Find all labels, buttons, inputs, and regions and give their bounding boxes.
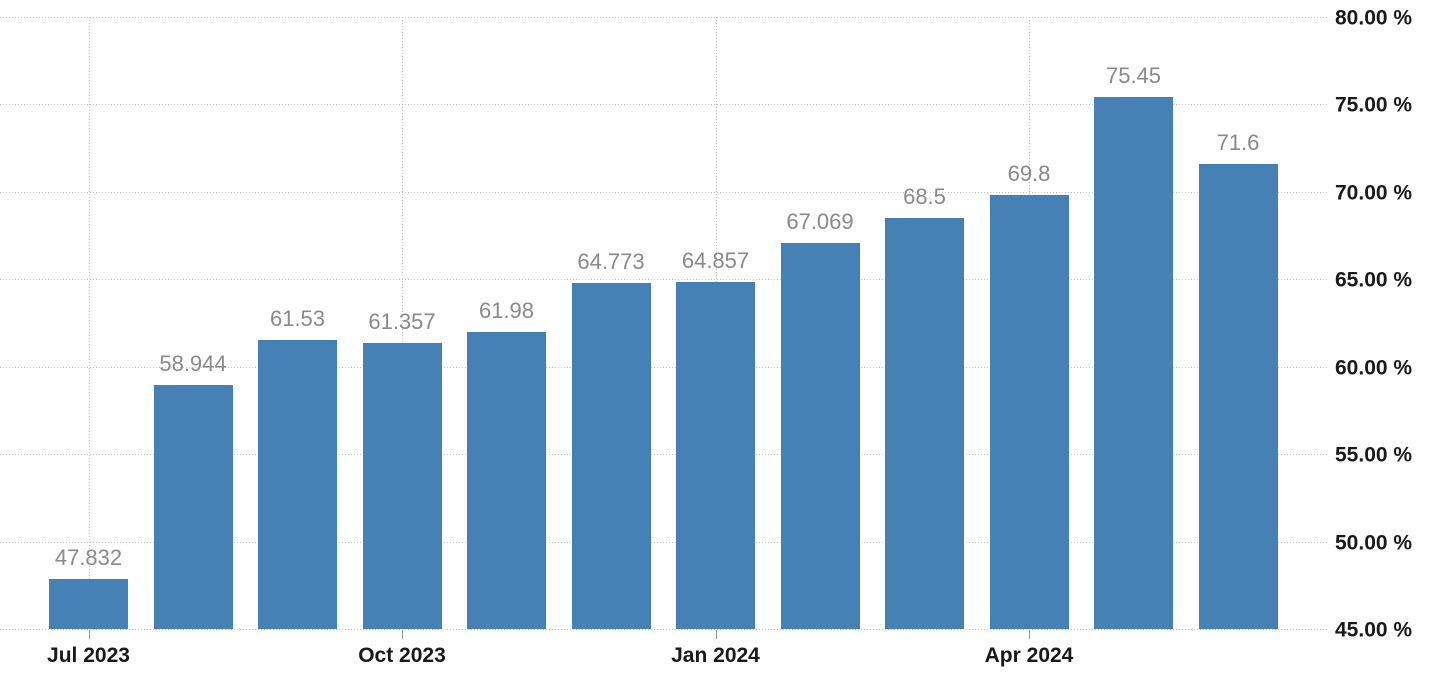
bar-value-label: 67.069 bbox=[786, 209, 854, 235]
bar-value-label: 68.5 bbox=[903, 184, 946, 210]
horizontal-gridline bbox=[0, 279, 1327, 281]
x-tick-label: Jul 2023 bbox=[47, 644, 130, 667]
y-tick-label: 65.00 % bbox=[1335, 268, 1413, 292]
x-tick-label: Oct 2023 bbox=[358, 644, 446, 667]
vertical-gridline bbox=[402, 17, 403, 629]
horizontal-gridline bbox=[0, 17, 1327, 18]
bar-value-label: 64.773 bbox=[577, 249, 645, 275]
vertical-gridline bbox=[88, 17, 90, 629]
bar[interactable] bbox=[467, 332, 546, 629]
y-tick-label: 60.00 % bbox=[1335, 356, 1413, 380]
horizontal-gridline bbox=[0, 104, 1327, 106]
bar-value-label: 47.832 bbox=[54, 545, 123, 571]
bar[interactable] bbox=[362, 342, 442, 629]
bar-value-label: 58.944 bbox=[159, 351, 227, 377]
x-tick-label: Jan 2024 bbox=[671, 644, 760, 667]
bar-value-label: 64.857 bbox=[681, 247, 750, 273]
y-tick-label: 45.00 % bbox=[1335, 618, 1413, 642]
y-tick-label: 80.00 % bbox=[1335, 6, 1413, 30]
bar[interactable] bbox=[49, 579, 128, 629]
y-tick-label: 75.00 % bbox=[1335, 93, 1413, 117]
x-axis-tick-mark bbox=[88, 630, 90, 639]
x-axis-tick-mark bbox=[1029, 630, 1030, 639]
horizontal-gridline bbox=[0, 366, 1327, 368]
x-axis-tick-mark bbox=[402, 630, 403, 639]
bar-value-label: 61.53 bbox=[269, 305, 326, 331]
bar-value-label: 69.8 bbox=[1007, 161, 1051, 187]
horizontal-gridline bbox=[0, 191, 1327, 193]
x-tick-label: Apr 2024 bbox=[984, 644, 1074, 667]
horizontal-gridline bbox=[0, 541, 1327, 543]
bar-value-label: 61.357 bbox=[368, 308, 436, 334]
bar-value-label: 71.6 bbox=[1216, 129, 1260, 155]
bar-value-label: 75.45 bbox=[1105, 62, 1162, 88]
y-tick-label: 55.00 % bbox=[1335, 443, 1413, 467]
bar-value-label: 61.98 bbox=[478, 298, 535, 324]
bar[interactable] bbox=[989, 195, 1069, 629]
horizontal-gridline bbox=[0, 454, 1327, 456]
bar[interactable] bbox=[153, 385, 233, 629]
y-tick-label: 70.00 % bbox=[1335, 181, 1413, 205]
bar[interactable] bbox=[1094, 96, 1173, 629]
bar[interactable] bbox=[780, 243, 860, 629]
horizontal-gridline bbox=[0, 629, 1327, 630]
bar[interactable] bbox=[571, 283, 651, 629]
x-axis-tick-mark bbox=[715, 630, 717, 639]
bar[interactable] bbox=[258, 339, 337, 629]
bar[interactable] bbox=[676, 281, 755, 629]
bar[interactable] bbox=[1198, 163, 1278, 629]
y-tick-label: 50.00 % bbox=[1335, 531, 1413, 555]
bar[interactable] bbox=[885, 218, 964, 629]
